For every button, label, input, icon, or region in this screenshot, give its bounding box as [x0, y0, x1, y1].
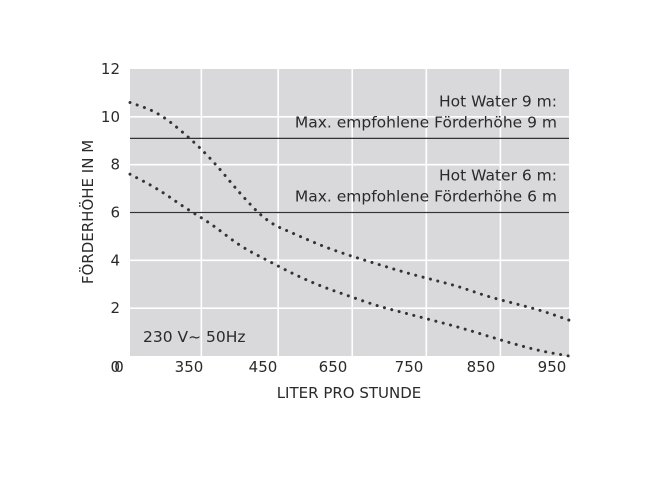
x-tick-label: 450	[249, 358, 278, 376]
x-tick-label: 350	[175, 358, 204, 376]
x-tick-label: 950	[538, 358, 567, 376]
x-tick-label: 650	[319, 358, 348, 376]
x-tick-label: 850	[467, 358, 496, 376]
reference-labels: Hot Water 9 m: Max. empfohlene Förderhöhe…	[295, 92, 557, 205]
reference-label: Max. empfohlene Förderhöhe 9 m	[295, 113, 557, 131]
x-tick-label-origin: 0	[114, 358, 124, 376]
reference-label: Hot Water 6 m:	[439, 167, 557, 185]
reference-lines	[130, 137, 569, 214]
y-tick-label: 8	[110, 156, 120, 174]
y-tick-label: 2	[110, 299, 120, 317]
series-curve-1	[128, 100, 571, 322]
x-tick-label: 750	[395, 358, 424, 376]
y-tick-label: 12	[101, 60, 120, 78]
y-tick-labels: 0 2 4 6 8 10 12	[101, 60, 120, 376]
annotation-voltage: 230 V~ 50Hz	[143, 328, 246, 346]
x-tick-labels: 350 450 650 750 850 950 0	[114, 358, 566, 376]
curves	[128, 100, 571, 358]
y-tick-label: 0	[110, 358, 120, 376]
x-axis-title: LITER PRO STUNDE	[277, 384, 422, 402]
y-tick-label: 4	[110, 251, 120, 269]
reference-label: Hot Water 9 m:	[439, 92, 557, 110]
y-axis-title: FÖRDERHÖHE IN M	[78, 140, 97, 284]
y-tick-label: 6	[110, 204, 120, 222]
reference-label: Max. empfohlene Förderhöhe 6 m	[295, 188, 557, 206]
y-tick-label: 10	[101, 108, 120, 126]
